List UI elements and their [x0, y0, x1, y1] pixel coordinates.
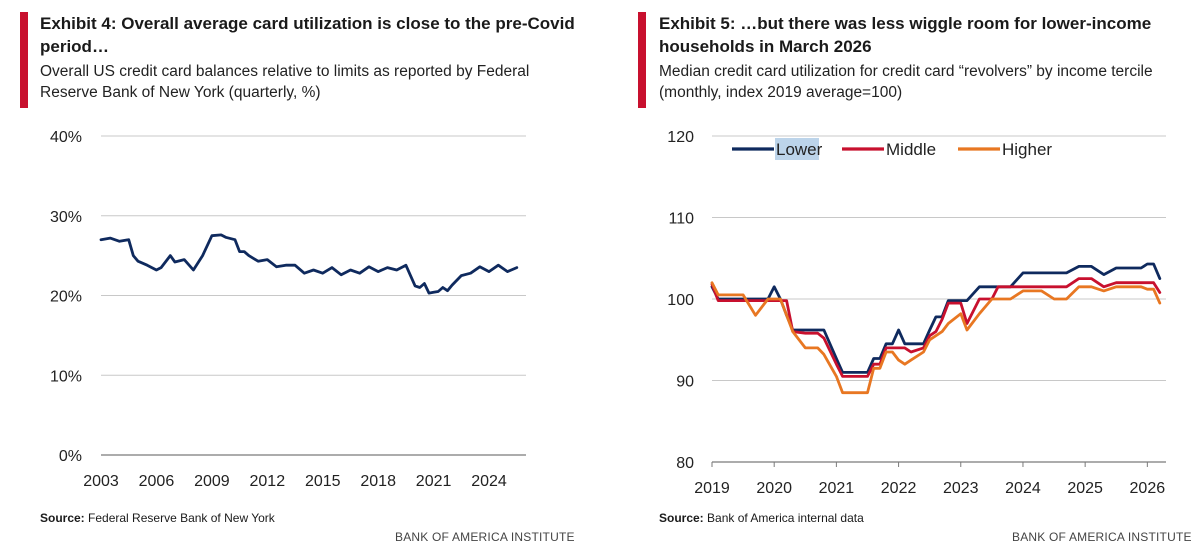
legend-label-middle: Middle: [886, 140, 936, 159]
chart-title: Exhibit 4: Overall average card utilizat…: [40, 14, 575, 56]
series-line-higher: [710, 281, 1162, 395]
source-label: Source:: [40, 511, 85, 525]
x-tick-label: 2012: [250, 473, 286, 490]
y-tick-label: 0%: [59, 448, 82, 465]
y-tick-label: 100: [667, 292, 694, 309]
x-tick-label: 2006: [139, 473, 175, 490]
accent-bar: [638, 12, 646, 108]
y-tick-label: 40%: [50, 129, 82, 146]
series-line-utilization: [99, 233, 519, 295]
x-tick-label: 2024: [471, 473, 507, 490]
x-tick-label: 2025: [1067, 480, 1103, 497]
exhibit-4-panel: Exhibit 4: Overall average card utilizat…: [0, 0, 590, 559]
legend-label-lower: Lower: [776, 140, 823, 159]
x-tick-label: 2018: [360, 473, 396, 490]
chart-title: Exhibit 5: …but there was less wiggle ro…: [659, 14, 1152, 56]
exhibit-5-panel: Exhibit 5: …but there was less wiggle ro…: [620, 0, 1200, 559]
y-tick-label: 10%: [50, 368, 82, 385]
series-line-middle: [710, 277, 1162, 378]
source-note: Source: Bank of America internal data: [659, 511, 864, 525]
accent-bar: [20, 12, 28, 108]
exhibit-5-line-chart: 80 90 100 110 120 2019 2020 2021 2022 2023 2024 202…: [667, 129, 1166, 497]
source-note: Source: Federal Reserve Bank of New York: [40, 511, 275, 525]
x-tick-label: 2015: [305, 473, 341, 490]
publisher-footer: BANK OF AMERICA INSTITUTE: [395, 530, 575, 544]
x-tick-label: 2009: [194, 473, 230, 490]
x-tick-label: 2021: [819, 480, 855, 497]
source-label: Source:: [659, 511, 704, 525]
x-tick-label: 2003: [83, 473, 119, 490]
legend-label-higher: Higher: [1002, 140, 1052, 159]
publisher-footer: BANK OF AMERICA INSTITUTE: [1012, 530, 1192, 544]
x-tick-label: 2024: [1005, 480, 1041, 497]
y-tick-label: 20%: [50, 289, 82, 306]
x-tick-label: 2026: [1130, 480, 1166, 497]
x-tick-label: 2022: [881, 480, 917, 497]
x-tick-label: 2020: [756, 480, 792, 497]
x-tick-label: 2021: [416, 473, 452, 490]
y-tick-label: 30%: [50, 209, 82, 226]
chart-subtitle: Median credit card utilization for credi…: [659, 63, 1153, 101]
y-tick-label: 90: [676, 374, 694, 391]
x-tick-label: 2019: [694, 480, 730, 497]
source-text: Bank of America internal data: [707, 511, 864, 525]
source-text: Federal Reserve Bank of New York: [88, 511, 275, 525]
exhibit-5-titles: Exhibit 5: …but there was less wiggle ro…: [659, 12, 1199, 103]
exhibit-4-line-chart: 0% 10% 20% 30% 40% 2003 2006 2009 2012 2015 2018 20…: [50, 129, 526, 490]
legend-highlight: [775, 138, 819, 160]
exhibit-4-titles: Exhibit 4: Overall average card utilizat…: [40, 12, 580, 103]
y-tick-label: 80: [676, 455, 694, 472]
y-tick-label: 120: [667, 129, 694, 146]
chart-subtitle: Overall US credit card balances relative…: [40, 63, 530, 101]
x-tick-label: 2023: [943, 480, 979, 497]
y-tick-label: 110: [668, 211, 694, 228]
